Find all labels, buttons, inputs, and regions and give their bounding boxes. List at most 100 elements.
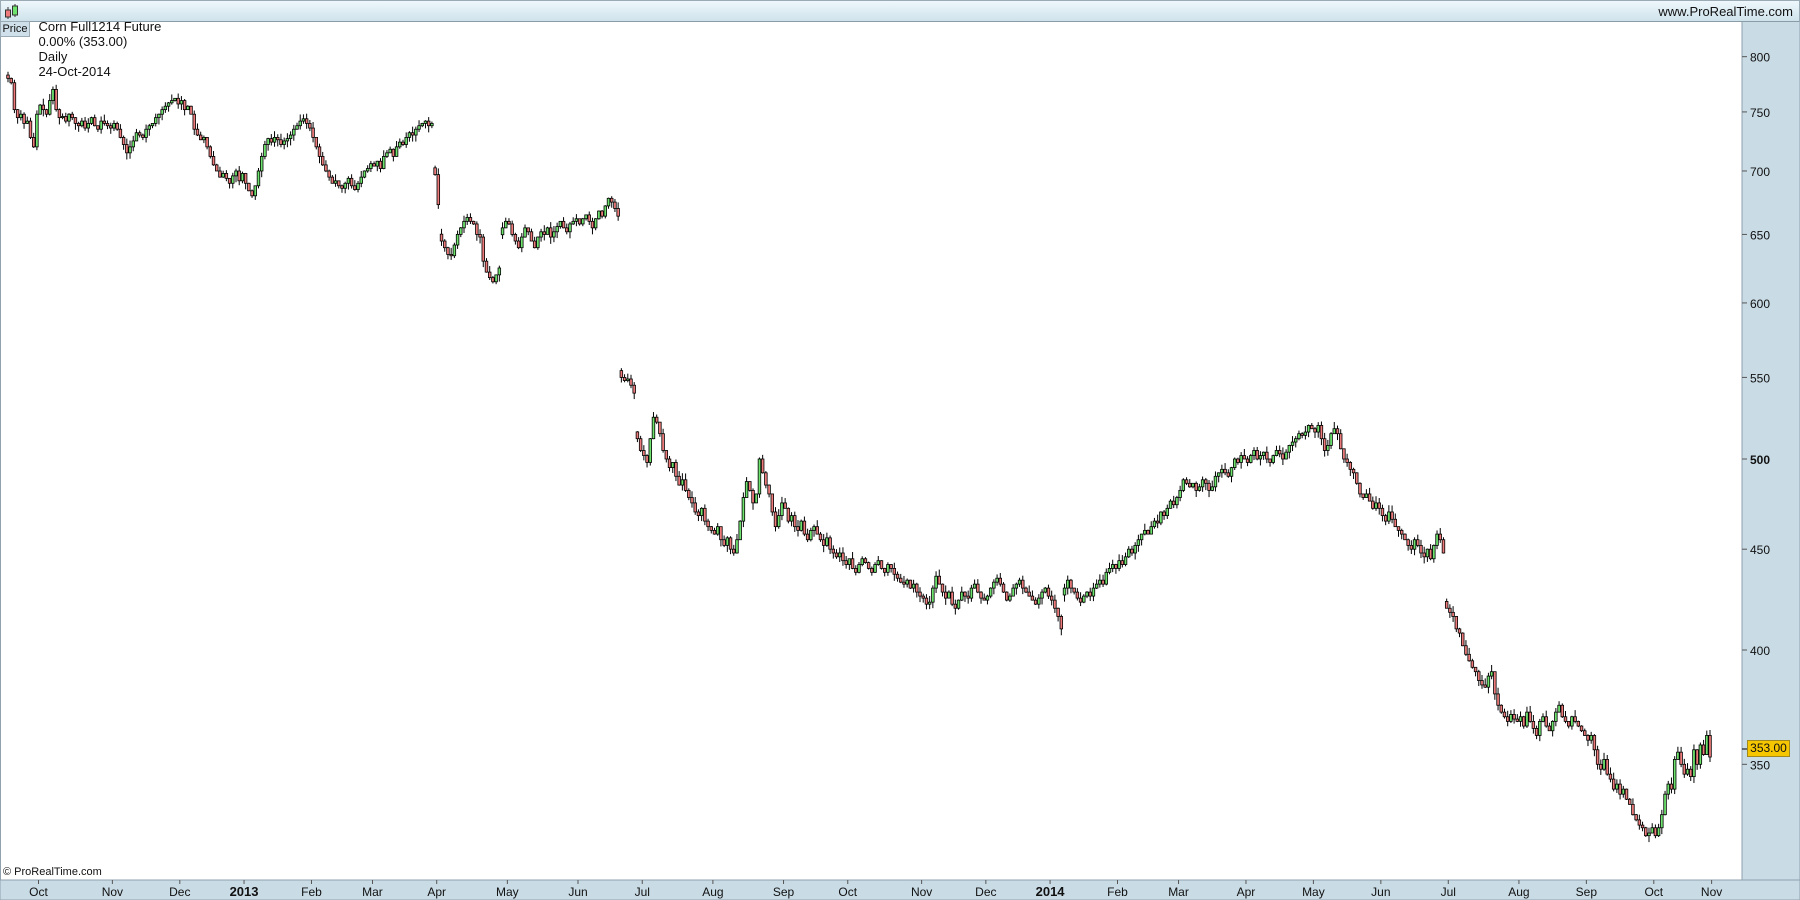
candle-body xyxy=(353,185,357,190)
candle xyxy=(468,213,473,224)
candle xyxy=(1650,823,1654,834)
candle xyxy=(1085,591,1089,599)
candle xyxy=(1416,534,1420,548)
candle-body xyxy=(160,109,164,115)
candle-body xyxy=(170,100,174,104)
price-panel-tab[interactable]: Price xyxy=(0,21,30,37)
candle xyxy=(1451,606,1455,622)
candle xyxy=(1146,529,1150,535)
candle-body xyxy=(1294,438,1298,443)
candle-body xyxy=(304,118,309,124)
candle xyxy=(735,533,739,554)
candle xyxy=(1676,746,1680,760)
candle-body xyxy=(699,507,704,517)
candle xyxy=(1033,597,1038,605)
candle xyxy=(879,560,884,570)
candle-body xyxy=(683,479,688,491)
candle xyxy=(850,551,855,570)
candle xyxy=(998,572,1002,587)
candle-body xyxy=(738,520,742,541)
candle-body xyxy=(468,217,473,222)
candle-body xyxy=(568,223,572,233)
candle-body xyxy=(905,579,909,585)
candle-body xyxy=(491,277,495,283)
candle-body xyxy=(22,113,26,124)
candle-body xyxy=(1046,587,1051,597)
candle-body xyxy=(343,182,347,189)
candle xyxy=(1477,669,1481,687)
candle-body xyxy=(259,156,264,172)
candle xyxy=(716,523,720,536)
candle xyxy=(789,512,794,527)
candle xyxy=(1049,590,1054,606)
candle xyxy=(31,132,36,148)
candle xyxy=(1438,528,1442,543)
candle xyxy=(516,237,521,250)
candle-body xyxy=(558,220,563,227)
candle-body xyxy=(751,489,755,504)
candle xyxy=(728,536,733,555)
candle-body xyxy=(218,170,222,178)
candle xyxy=(985,594,990,605)
candle-body xyxy=(809,529,813,541)
candle xyxy=(539,228,543,242)
candle-body xyxy=(365,168,370,172)
candle xyxy=(1335,425,1340,441)
candle-body xyxy=(57,109,62,119)
candle-body xyxy=(1416,539,1420,546)
candle xyxy=(1708,730,1712,763)
candle xyxy=(105,120,110,130)
candle xyxy=(349,174,354,189)
candle-body xyxy=(1335,428,1340,435)
site-link[interactable]: www.ProRealTime.com xyxy=(1658,4,1793,19)
candle-body xyxy=(1011,587,1015,597)
candle xyxy=(1287,444,1292,459)
candle xyxy=(622,374,627,383)
candle xyxy=(661,428,665,453)
candle-body xyxy=(215,164,219,172)
candle-body xyxy=(1146,529,1150,535)
candle xyxy=(1525,706,1529,728)
candle-body xyxy=(1380,507,1385,517)
instrument-name: Corn Full1214 Future xyxy=(38,19,162,34)
candle xyxy=(532,236,537,249)
candle-body xyxy=(777,515,781,528)
candle-body xyxy=(266,138,270,145)
candle xyxy=(911,579,916,593)
candle xyxy=(1364,489,1369,498)
candle-body xyxy=(1493,671,1497,695)
candle xyxy=(1393,513,1397,528)
candle xyxy=(960,586,964,602)
candle-body xyxy=(121,137,126,145)
candle xyxy=(1242,448,1247,460)
candle xyxy=(243,172,248,190)
candle-body xyxy=(1573,716,1577,722)
candle xyxy=(385,150,389,158)
candle-body xyxy=(927,601,932,605)
candle xyxy=(1679,746,1683,768)
candle-body xyxy=(915,583,919,593)
candle xyxy=(1602,752,1606,771)
candle-body xyxy=(1576,720,1581,727)
candle-body xyxy=(963,591,967,597)
copyright: © ProRealTime.com xyxy=(3,866,102,878)
candle-body xyxy=(452,244,457,257)
candle-body xyxy=(1239,455,1243,463)
candle-body xyxy=(186,105,190,111)
candle-body xyxy=(870,568,874,573)
candle-body xyxy=(1698,744,1703,765)
candle-body xyxy=(642,450,646,456)
candle-body xyxy=(301,118,306,122)
candle xyxy=(272,131,277,147)
candle xyxy=(60,113,65,120)
candle xyxy=(118,124,123,139)
x-axis-panel[interactable] xyxy=(0,879,1800,900)
candle xyxy=(279,133,283,148)
candle xyxy=(154,113,158,127)
candle-body xyxy=(773,511,778,528)
candle-body xyxy=(693,502,697,513)
candle-body xyxy=(439,233,444,242)
candle-body xyxy=(414,128,418,136)
candle xyxy=(549,222,553,244)
